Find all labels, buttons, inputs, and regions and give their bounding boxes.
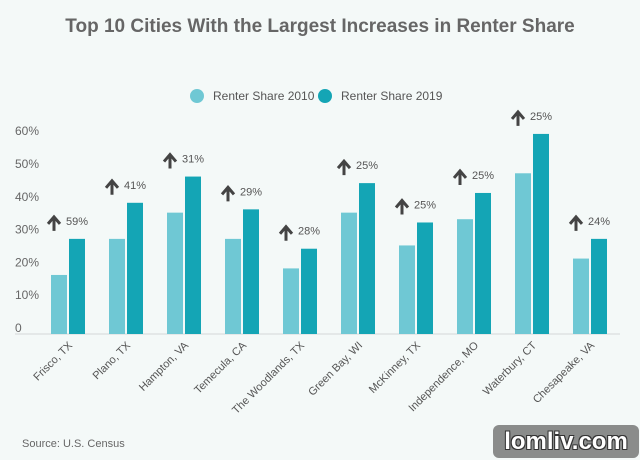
y-tick-label: 0 (15, 321, 22, 335)
arrow-up-icon (568, 214, 584, 231)
y-tick-label: 50% (15, 157, 39, 171)
y-tick-label: 40% (15, 190, 39, 204)
x-tick-label: Green Bay, WI (306, 340, 365, 399)
increase-label: 59% (66, 216, 88, 228)
x-tick-label: Temecula, CA (192, 339, 249, 396)
watermark: lomliv.com (493, 425, 639, 458)
bar-2019 (417, 222, 433, 334)
increase-label: 29% (240, 186, 262, 198)
y-tick-label: 60% (15, 124, 39, 138)
bars: 59% 41% 31% 29% 28% 25% 25% 25% 25% 24% (46, 109, 610, 334)
bar-2010 (457, 219, 473, 334)
bar-2010 (283, 268, 299, 334)
x-tick-label: Frisco, TX (31, 339, 75, 383)
arrow-up-icon (510, 109, 526, 126)
chart-title: Top 10 Cities With the Largest Increases… (65, 16, 574, 37)
bar-2010 (341, 212, 357, 334)
bar-2010 (109, 238, 125, 334)
arrow-up-icon (452, 168, 468, 185)
increase-label: 24% (588, 216, 610, 228)
legend-swatch-1 (318, 89, 332, 103)
increase-label: 25% (414, 199, 436, 211)
x-axis: Frisco, TX Plano, TX Hampton, VA Temecula, … (31, 339, 597, 416)
increase-label: 31% (182, 154, 204, 166)
bar-2010 (573, 258, 589, 334)
bar-2019 (591, 238, 607, 334)
bar-2019 (533, 133, 549, 334)
arrow-up-icon (46, 214, 62, 231)
bar-2010 (225, 238, 241, 334)
x-tick-label: Waterbury, CT (481, 339, 539, 397)
bar-2019 (69, 238, 85, 334)
bar-2010 (167, 212, 183, 334)
bar-2019 (359, 183, 375, 334)
x-tick-label: Plano, TX (91, 339, 134, 382)
increase-label: 28% (298, 226, 320, 238)
legend-label-1: Renter Share 2019 (341, 89, 443, 103)
increase-label: 25% (530, 111, 552, 123)
arrow-up-icon (278, 224, 294, 241)
legend-label-0: Renter Share 2010 (213, 89, 315, 103)
arrow-up-icon (104, 178, 120, 195)
y-tick-label: 20% (15, 255, 39, 269)
y-tick-label: 10% (15, 288, 39, 302)
source-note: Source: U.S. Census (22, 438, 125, 450)
arrow-up-icon (220, 185, 236, 202)
bar-2019 (475, 192, 491, 334)
x-tick-label: Hampton, VA (137, 339, 192, 394)
x-tick-label: Chesapeake, VA (531, 339, 598, 406)
arrow-up-icon (336, 158, 352, 176)
bar-2019 (301, 248, 317, 334)
increase-label: 41% (124, 180, 146, 192)
arrow-up-icon (394, 198, 410, 215)
bar-2019 (127, 202, 143, 334)
bar-2010 (515, 173, 531, 334)
y-axis: 0 10% 20% 30% 40% 50% 60% (15, 124, 39, 335)
y-tick-label: 30% (15, 223, 39, 237)
bar-2010 (399, 245, 415, 334)
increase-label: 25% (356, 160, 378, 172)
legend-swatch-0 (190, 89, 204, 103)
x-tick-label: McKinney, TX (367, 339, 424, 396)
bar-2019 (185, 176, 201, 334)
legend: Renter Share 2010 Renter Share 2019 (190, 89, 443, 103)
bar-2019 (243, 209, 259, 334)
bar-2010 (51, 274, 67, 334)
increase-label: 25% (472, 170, 494, 182)
arrow-up-icon (162, 152, 178, 169)
